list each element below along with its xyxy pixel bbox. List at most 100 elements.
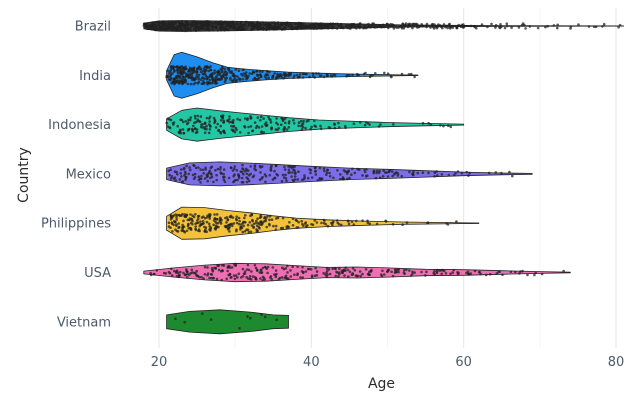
jitter-point: [175, 68, 179, 72]
jitter-point: [153, 23, 157, 27]
jitter-point: [247, 230, 251, 234]
jitter-point: [200, 76, 204, 79]
jitter-point: [271, 76, 274, 80]
jitter-point: [447, 124, 450, 127]
jitter-point: [305, 26, 308, 30]
jitter-point: [300, 219, 304, 223]
jitter-point: [505, 22, 509, 26]
jitter-point: [534, 271, 537, 275]
jitter-point: [147, 27, 150, 30]
jitter-point: [181, 227, 184, 230]
jitter-point: [241, 163, 244, 167]
jitter-point: [233, 165, 237, 168]
jitter-point: [215, 81, 219, 85]
jitter-point: [498, 26, 501, 29]
jitter-point: [194, 213, 197, 216]
jitter-point: [267, 115, 270, 119]
jitter-point: [336, 22, 339, 26]
jitter-point: [215, 173, 218, 177]
x-tick-labels: 20 40 60 80: [151, 355, 625, 370]
jitter-point: [237, 69, 241, 72]
jitter-point: [236, 28, 239, 31]
jitter-point: [217, 70, 221, 74]
jitter-point: [307, 119, 310, 122]
jitter-point: [181, 82, 184, 86]
jitter-point: [219, 119, 223, 122]
jitter-point: [292, 76, 295, 79]
jitter-point: [209, 176, 212, 180]
jitter-point: [275, 318, 278, 322]
jitter-point: [197, 166, 200, 169]
jitter-point: [337, 24, 341, 28]
jitter-point: [170, 65, 173, 68]
jitter-point: [167, 20, 171, 24]
jitter-point: [232, 74, 235, 77]
jitter-point: [312, 22, 315, 26]
jitter-point: [347, 222, 351, 226]
jitter-point: [230, 166, 233, 170]
jitter-point: [216, 167, 220, 171]
jitter-point: [175, 65, 179, 68]
jitter-point: [273, 169, 276, 173]
jitter-point: [265, 225, 269, 229]
jitter-point: [239, 22, 242, 25]
jitter-point: [193, 70, 197, 74]
jitter-point: [618, 23, 622, 27]
jitter-point: [242, 172, 245, 176]
jitter-point: [171, 72, 174, 75]
jitter-point: [391, 174, 394, 178]
jitter-point: [617, 25, 620, 29]
jitter-point: [223, 175, 226, 179]
jitter-point: [249, 125, 253, 128]
jitter-point: [431, 22, 434, 26]
jitter-point: [400, 72, 404, 76]
jitter-point: [219, 168, 222, 171]
jitter-point: [260, 130, 263, 133]
jitter-point: [149, 271, 152, 275]
jitter-point: [256, 74, 259, 77]
jitter-point: [220, 278, 223, 282]
jitter-point: [315, 270, 319, 273]
jitter-point: [533, 273, 536, 277]
jitter-point: [179, 27, 183, 31]
jitter-point: [447, 173, 451, 177]
y-axis-title: Country: [16, 147, 32, 203]
jitter-point: [308, 267, 311, 271]
jitter-point: [176, 20, 179, 23]
jitter-point: [187, 227, 191, 230]
jitter-point: [348, 176, 351, 180]
jitter-point: [319, 127, 323, 130]
jitter-point: [202, 172, 205, 175]
jitter-point: [205, 116, 209, 120]
jitter-point: [450, 25, 454, 28]
jitter-point: [226, 218, 229, 222]
jitter-point: [592, 25, 596, 29]
jitter-point: [255, 69, 258, 73]
jitter-point: [203, 225, 206, 229]
jitter-point: [185, 24, 189, 28]
jitter-point: [322, 167, 326, 171]
jitter-point: [211, 29, 215, 32]
jitter-point: [292, 168, 295, 171]
jitter-point: [460, 171, 464, 175]
jitter-point: [250, 213, 253, 216]
jitter-point: [351, 25, 354, 29]
jitter-point: [395, 26, 399, 29]
jitter-point: [468, 171, 471, 175]
jitter-point: [401, 22, 405, 26]
jitter-point: [232, 128, 235, 132]
jitter-point: [268, 173, 272, 177]
jitter-point: [365, 168, 368, 171]
jitter-point: [206, 266, 209, 269]
jitter-point: [264, 266, 268, 269]
jitter-point: [196, 114, 200, 118]
jitter-point: [286, 271, 289, 274]
jitter-point: [447, 23, 451, 26]
jitter-point: [166, 117, 170, 121]
jitter-point: [229, 214, 233, 218]
jitter-point: [271, 266, 275, 269]
jitter-point: [252, 23, 255, 26]
jitter-point: [231, 224, 234, 228]
jitter-point: [284, 173, 287, 177]
jitter-point: [166, 25, 169, 28]
